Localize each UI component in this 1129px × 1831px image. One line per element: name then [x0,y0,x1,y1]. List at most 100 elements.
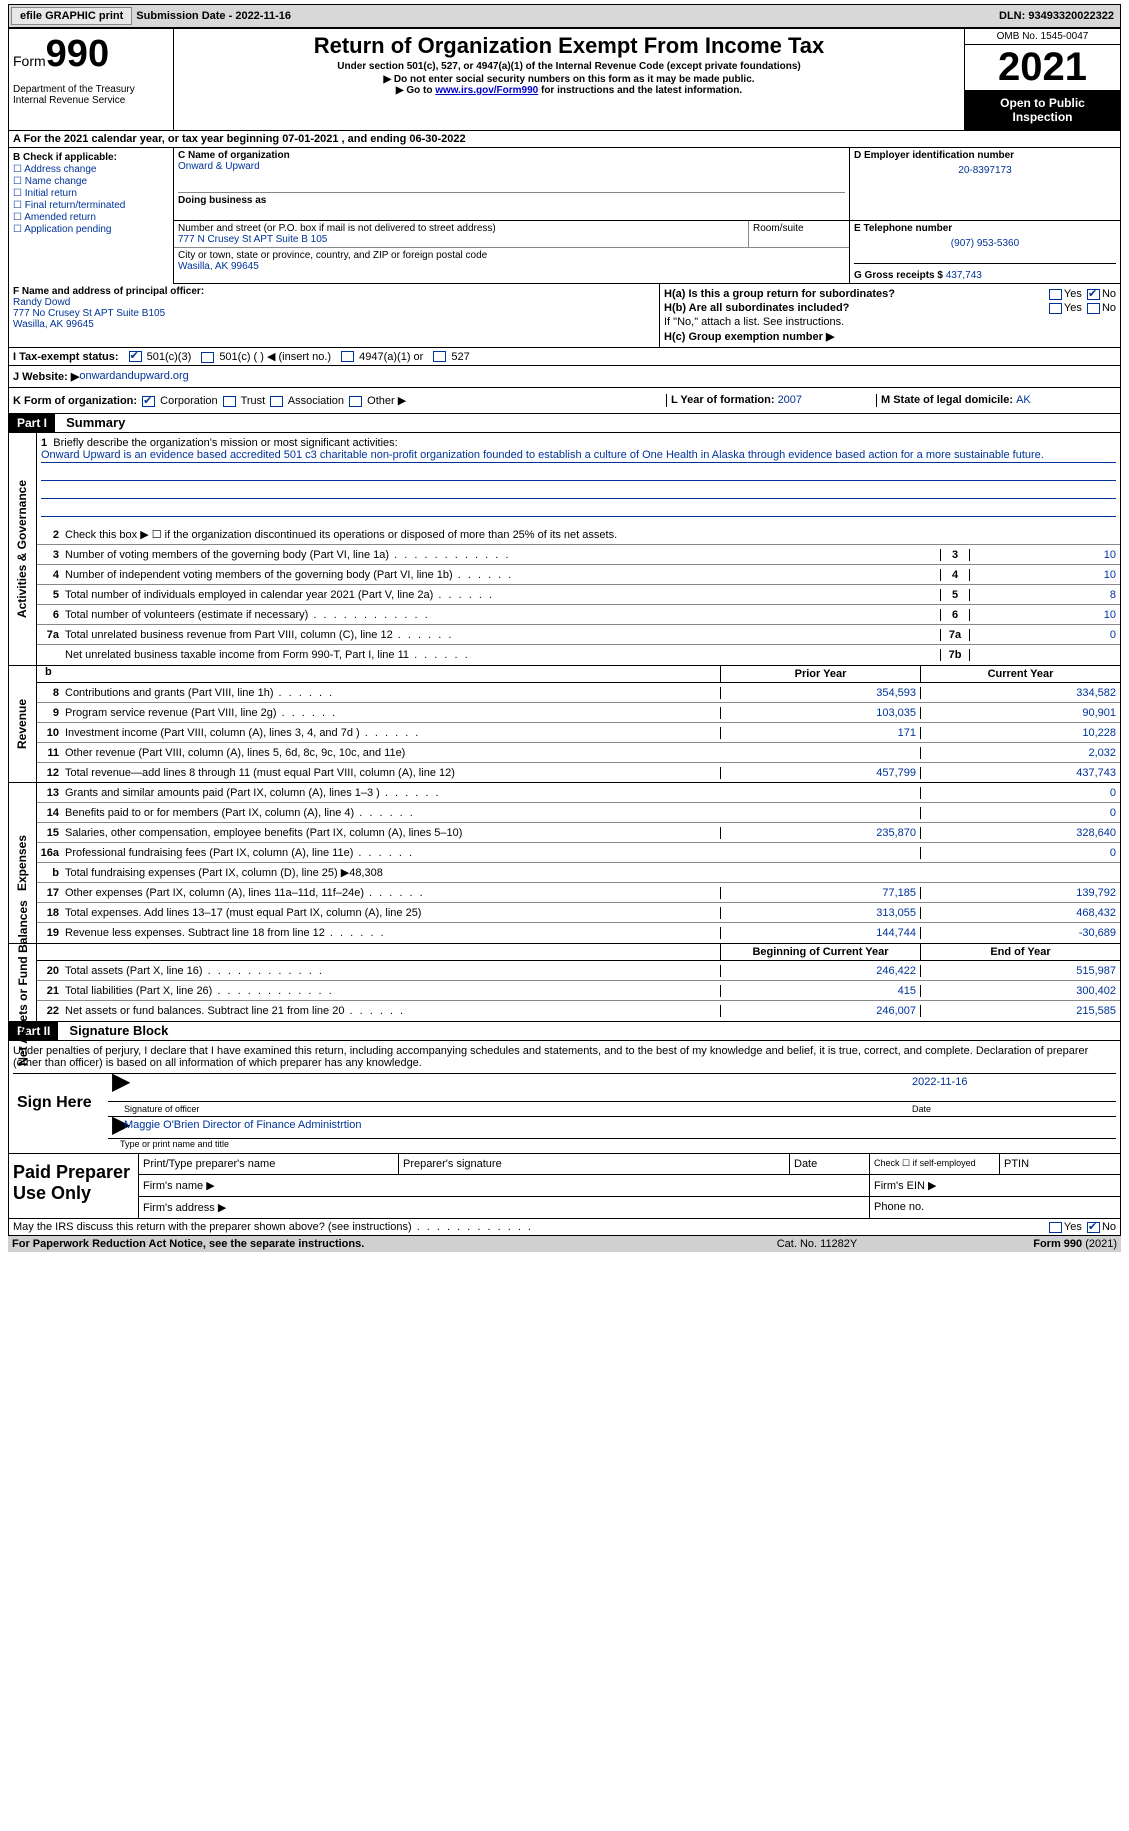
line-9: Program service revenue (Part VIII, line… [65,705,720,721]
line-22: Net assets or fund balances. Subtract li… [65,1003,720,1019]
line-14: Benefits paid to or for members (Part IX… [65,805,720,821]
form-title: Return of Organization Exempt From Incom… [178,33,960,59]
line-4: Number of independent voting members of … [65,567,940,583]
ein-value: 20-8397173 [854,165,1116,176]
checkbox-application-pending[interactable]: ☐ Application pending [13,224,169,235]
line-11: Other revenue (Part VIII, column (A), li… [65,745,720,761]
self-employed-check[interactable]: Check ☐ if self-employed [870,1154,1000,1174]
blank-line [41,467,1116,481]
city-label: City or town, state or province, country… [178,250,845,261]
dba-label: Doing business as [178,192,845,206]
col-begin-year: Beginning of Current Year [720,944,920,960]
form-subtitle-1: Under section 501(c), 527, or 4947(a)(1)… [178,61,960,72]
checkbox-corporation[interactable] [142,396,155,407]
penalty-text: Under penalties of perjury, I declare th… [13,1045,1116,1074]
prep-sig-label: Preparer's signature [399,1154,790,1174]
checkbox-association[interactable] [270,396,283,407]
line-3: Number of voting members of the governin… [65,547,940,563]
line-2: Check this box ▶ ☐ if the organization d… [65,526,1120,543]
line-5: Total number of individuals employed in … [65,587,940,603]
side-net-assets: Net Assets or Fund Balances [9,944,37,1021]
line-7b: Net unrelated business taxable income fr… [65,647,940,663]
form-subtitle-3: ▶ Go to www.irs.gov/Form990 for instruct… [178,85,960,96]
line-i-tax-status: I Tax-exempt status: 501(c)(3) 501(c) ( … [8,348,1121,366]
line-7a: Total unrelated business revenue from Pa… [65,627,940,643]
form-subtitle-2: ▶ Do not enter social security numbers o… [178,74,960,85]
line-10: Investment income (Part VIII, column (A)… [65,725,720,741]
sign-here-label: Sign Here [13,1074,108,1149]
checkbox-trust[interactable] [223,396,236,407]
street-label: Number and street (or P.O. box if mail i… [178,223,744,234]
part-2-title: Signature Block [61,1023,168,1038]
firm-ein-label: Firm's EIN ▶ [870,1175,1120,1196]
top-bar: efile GRAPHIC print Submission Date - 20… [8,4,1121,28]
org-name: Onward & Upward [178,161,845,172]
checkbox-4947[interactable] [341,351,354,362]
line-19: Revenue less expenses. Subtract line 18 … [65,925,720,941]
checkbox-amended-return[interactable]: ☐ Amended return [13,212,169,223]
checkbox-527[interactable] [433,351,446,362]
hb-note: If "No," attach a list. See instructions… [664,316,1116,328]
street-value: 777 N Crusey St APT Suite B 105 [178,234,744,245]
blank-line [41,503,1116,517]
gross-value: 437,743 [946,270,982,281]
org-name-label: C Name of organization [178,150,845,161]
mission-text: Onward Upward is an evidence based accre… [41,449,1116,463]
firm-phone-label: Phone no. [870,1197,1120,1218]
checkbox-501c3[interactable] [129,351,142,362]
hb-line: H(b) Are all subordinates included? Yes … [664,302,1116,314]
line-13: Grants and similar amounts paid (Part IX… [65,785,720,801]
checkbox-other[interactable] [349,396,362,407]
discuss-row: May the IRS discuss this return with the… [8,1219,1121,1236]
checkbox-address-change[interactable]: ☐ Address change [13,164,169,175]
officer-addr1: 777 No Crusey St APT Suite B105 [13,308,655,319]
omb-number: OMB No. 1545-0047 [965,29,1120,45]
checkbox-501c[interactable] [201,352,214,363]
firm-name-label: Firm's name ▶ [139,1175,870,1196]
open-public-badge: Open to Public Inspection [965,90,1120,130]
officer-name-title: Maggie O'Brien Director of Finance Admin… [124,1119,361,1136]
sig-date-value: 2022-11-16 [912,1076,1112,1099]
city-value: Wasilla, AK 99645 [178,261,845,272]
officer-name: Randy Dowd [13,297,655,308]
form-header: Form990 Department of the Treasury Inter… [8,28,1121,131]
irs-link[interactable]: www.irs.gov/Form990 [435,85,538,96]
paid-preparer-label: Paid Preparer Use Only [9,1154,139,1218]
efile-print-button[interactable]: efile GRAPHIC print [11,7,132,25]
department-label: Department of the Treasury Internal Reve… [13,84,169,106]
phone-label: E Telephone number [854,223,1116,234]
sig-date-label: Date [912,1104,1112,1114]
line-m-state: M State of legal domicile: AK [876,394,1116,407]
checkbox-final-return[interactable]: ☐ Final return/terminated [13,200,169,211]
discuss-no-checkbox[interactable] [1087,1222,1100,1233]
line-6: Total number of volunteers (estimate if … [65,607,940,623]
blank-line [41,485,1116,499]
line-18: Total expenses. Add lines 13–17 (must eq… [65,905,720,921]
phone-value: (907) 953-5360 [854,238,1116,249]
firm-addr-label: Firm's address ▶ [139,1197,870,1218]
line-l-year: L Year of formation: 2007 [666,394,876,407]
line-21: Total liabilities (Part X, line 26) [65,983,720,999]
discuss-yes-checkbox[interactable] [1049,1222,1062,1233]
form-number: Form990 [13,33,169,76]
line-8: Contributions and grants (Part VIII, lin… [65,685,720,701]
ein-label: D Employer identification number [854,150,1116,161]
arrow-icon: ▶ [112,1076,124,1099]
room-suite-label: Room/suite [749,221,849,247]
dln-label: DLN: 93493320022322 [999,10,1118,22]
line-15: Salaries, other compensation, employee b… [65,825,720,841]
side-governance: Activities & Governance [9,433,37,665]
checkbox-initial-return[interactable]: ☐ Initial return [13,188,169,199]
hc-line: H(c) Group exemption number ▶ [664,330,1116,343]
line-16a: Professional fundraising fees (Part IX, … [65,845,720,861]
submission-date-label: Submission Date - 2022-11-16 [136,10,291,22]
print-name-label: Type or print name and title [108,1139,1116,1149]
ha-line: H(a) Is this a group return for subordin… [664,288,1116,300]
checkbox-name-change[interactable]: ☐ Name change [13,176,169,187]
ptin-label: PTIN [1000,1154,1120,1174]
line-16b: Total fundraising expenses (Part IX, col… [65,864,720,881]
line-12: Total revenue—add lines 8 through 11 (mu… [65,765,720,781]
mission-label: Briefly describe the organization's miss… [53,437,397,449]
side-revenue: Revenue [9,666,37,783]
footer-bar: For Paperwork Reduction Act Notice, see … [8,1236,1121,1252]
